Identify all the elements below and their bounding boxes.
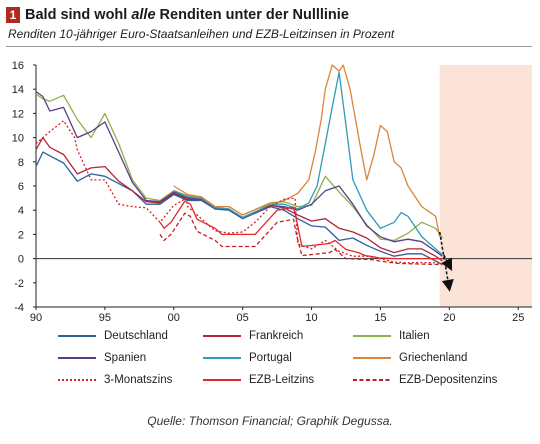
legend-swatch — [58, 335, 96, 337]
x-tick-label: 15 — [374, 312, 386, 324]
figure-number-badge: 1 — [6, 7, 20, 23]
legend-label: 3-Monatszins — [104, 374, 173, 386]
legend-item: Griechenland — [353, 350, 467, 366]
series-line-griechenland — [173, 64, 441, 237]
legend-label: Spanien — [104, 352, 147, 364]
chart-title: Bald sind wohl alle Renditen unter der N… — [25, 7, 349, 23]
legend-label: Deutschland — [104, 330, 168, 342]
title-part-1: Bald sind wohl — [25, 7, 132, 23]
series-line-spanien — [35, 91, 443, 257]
legend-item: Spanien — [58, 350, 146, 366]
y-tick-label: 2 — [18, 229, 24, 241]
series-line-portugal — [173, 71, 443, 256]
legend-swatch — [353, 379, 391, 381]
y-tick-label: -4 — [14, 302, 24, 314]
series-line-frankreich — [35, 136, 443, 262]
legend-item: EZB-Depositenzins — [353, 372, 497, 388]
y-tick-label: 6 — [18, 181, 24, 193]
legend-swatch — [203, 357, 241, 359]
legend-swatch — [203, 335, 241, 337]
legend-label: EZB-Depositenzins — [399, 374, 498, 386]
x-tick-label: 25 — [512, 312, 524, 324]
x-tick-label: 20 — [443, 312, 455, 324]
legend-item: Deutschland — [58, 328, 168, 344]
forecast-region — [439, 65, 532, 307]
y-tick-label: -2 — [14, 278, 24, 290]
x-tick-label: 05 — [237, 312, 249, 324]
legend-swatch — [353, 357, 391, 359]
x-tick-label: 90 — [30, 312, 42, 324]
legend-swatch — [58, 357, 96, 359]
legend-item: Frankreich — [203, 328, 303, 344]
series-line-deutschland — [35, 151, 443, 266]
x-tick-label: 00 — [168, 312, 180, 324]
y-tick-label: 0 — [18, 254, 24, 266]
series-line-ezb-depositenzins — [159, 212, 443, 266]
source-note: Quelle: Thomson Financial; Graphik Degus… — [147, 414, 393, 428]
y-tick-label: 8 — [18, 157, 24, 169]
legend-item: Italien — [353, 328, 430, 344]
y-tick-label: 12 — [12, 108, 24, 120]
legend-swatch — [58, 379, 96, 381]
legend-item: Portugal — [203, 350, 292, 366]
legend-label: Frankreich — [249, 330, 304, 342]
forecast-arrow — [441, 254, 453, 271]
header-divider — [6, 46, 532, 47]
chart-header: 1 Bald sind wohl alle Renditen unter der… — [6, 6, 349, 24]
legend-item: EZB-Leitzins — [203, 372, 314, 388]
y-tick-label: 10 — [12, 133, 24, 145]
legend-item: 3-Monatszins — [58, 372, 172, 388]
legend-label: Portugal — [249, 352, 292, 364]
legend-label: Griechenland — [399, 352, 468, 364]
y-tick-label: 4 — [18, 205, 24, 217]
legend-swatch — [353, 335, 391, 337]
chart-subtitle: Renditen 10-jähriger Euro-Staatsanleihen… — [8, 27, 395, 41]
legend-label: Italien — [399, 330, 430, 342]
legend-swatch — [203, 379, 241, 381]
x-tick-label: 95 — [99, 312, 111, 324]
y-tick-label: 14 — [12, 84, 24, 96]
title-emphasis: alle — [131, 7, 156, 23]
legend-label: EZB-Leitzins — [249, 374, 315, 386]
title-part-2: Renditen unter der Nulllinie — [155, 7, 349, 23]
y-tick-label: 16 — [12, 60, 24, 72]
x-tick-label: 10 — [305, 312, 317, 324]
series-line-3-monatszins — [35, 120, 443, 265]
series-line-ezb-leitzins — [159, 200, 443, 260]
